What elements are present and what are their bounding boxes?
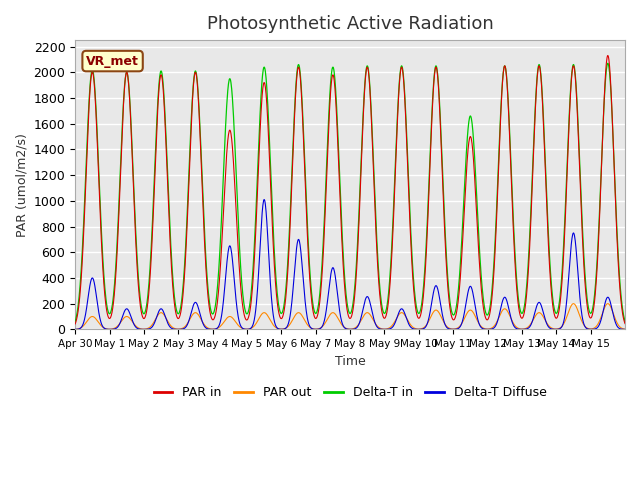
- Y-axis label: PAR (umol/m2/s): PAR (umol/m2/s): [15, 133, 28, 237]
- Legend: PAR in, PAR out, Delta-T in, Delta-T Diffuse: PAR in, PAR out, Delta-T in, Delta-T Dif…: [148, 381, 552, 404]
- Title: Photosynthetic Active Radiation: Photosynthetic Active Radiation: [207, 15, 493, 33]
- X-axis label: Time: Time: [335, 355, 365, 368]
- Text: VR_met: VR_met: [86, 55, 139, 68]
